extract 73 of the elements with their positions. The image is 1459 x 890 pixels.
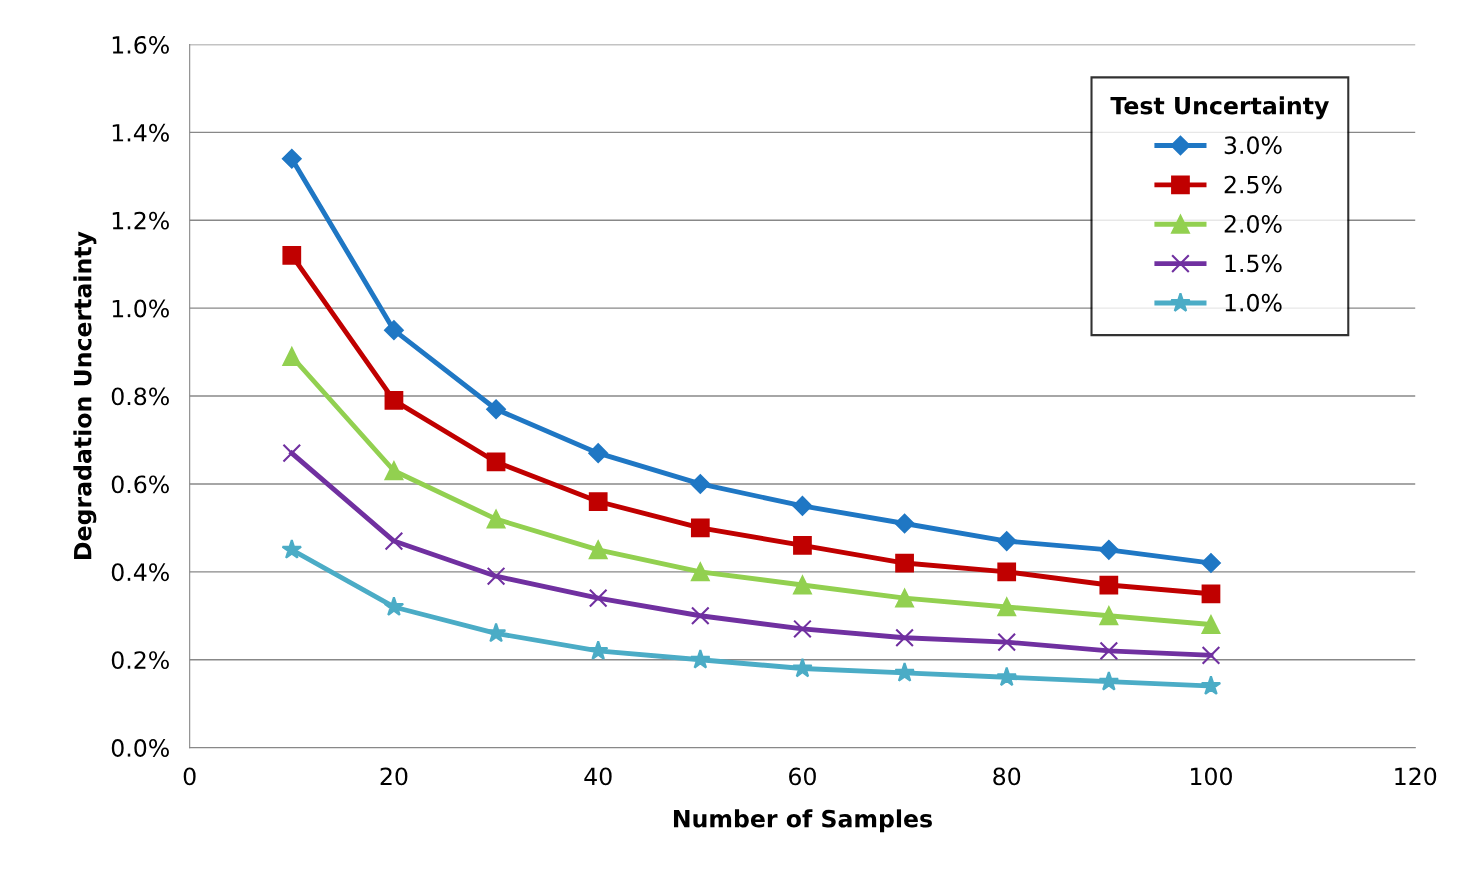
point (1201, 645, 1221, 665)
legend-label: 1.0% (1225, 293, 1282, 312)
point (793, 575, 812, 595)
x-tick-label: 60 (789, 767, 816, 786)
point (793, 619, 812, 639)
x-tick-label: 120 (1395, 767, 1437, 786)
legend-label: 3.0% (1224, 136, 1282, 155)
point (1099, 641, 1119, 661)
point (894, 662, 915, 682)
y-tick-label: 1.6% (112, 35, 169, 54)
point (895, 588, 914, 608)
point (281, 148, 302, 169)
point (1098, 670, 1120, 691)
y-axis-title: Degradation Uncertainty (73, 231, 97, 559)
y-tick-label: 1.4% (112, 123, 169, 142)
point (588, 492, 608, 511)
point (690, 562, 710, 582)
point (895, 628, 914, 648)
point (587, 640, 609, 660)
point (384, 391, 404, 410)
point (1201, 584, 1221, 604)
x-tick-label: 0 (183, 767, 196, 786)
point (281, 539, 303, 559)
point (383, 596, 405, 616)
x-tick-label: 80 (993, 767, 1021, 786)
legend-label: 2.5% (1224, 175, 1282, 194)
point (690, 606, 710, 626)
point (1099, 575, 1119, 595)
x-tick-label: 100 (1191, 767, 1232, 786)
point (997, 597, 1017, 617)
point (690, 648, 711, 669)
x-tick-label: 20 (380, 767, 408, 786)
point (486, 509, 506, 529)
point (588, 540, 608, 560)
y-tick-label: 0.8% (111, 387, 169, 406)
point (792, 496, 813, 516)
point (486, 399, 506, 420)
point (792, 657, 813, 678)
legend-label: 1.5% (1225, 254, 1282, 273)
point (996, 666, 1017, 687)
y-tick-label: 0.6% (111, 475, 169, 494)
point (690, 518, 710, 538)
point (588, 443, 609, 464)
point (384, 531, 404, 551)
point (1201, 615, 1221, 634)
point (1201, 553, 1221, 573)
point (486, 452, 506, 472)
point (282, 443, 302, 463)
point (384, 461, 404, 481)
point (282, 246, 302, 265)
point (486, 566, 506, 586)
point (997, 562, 1017, 582)
x-axis-title: Number of Samples (673, 809, 932, 833)
point (588, 588, 608, 608)
y-tick-label: 1.0% (112, 299, 169, 318)
point (996, 531, 1017, 551)
y-tick-label: 1.2% (112, 211, 169, 230)
point (690, 474, 711, 494)
point (1099, 606, 1119, 626)
point (895, 553, 914, 573)
x-tick-label: 40 (584, 767, 612, 786)
point (997, 632, 1017, 652)
legend-title: Test Uncertainty (1110, 96, 1329, 120)
point (384, 320, 404, 341)
point (1200, 675, 1222, 695)
point (793, 536, 812, 555)
point (282, 347, 302, 366)
y-tick-label: 0.0% (111, 739, 169, 757)
point (894, 513, 915, 534)
y-tick-label: 0.2% (111, 651, 169, 670)
y-tick-label: 0.4% (111, 563, 169, 582)
point (1098, 539, 1119, 560)
legend-label: 2.0% (1224, 215, 1282, 233)
